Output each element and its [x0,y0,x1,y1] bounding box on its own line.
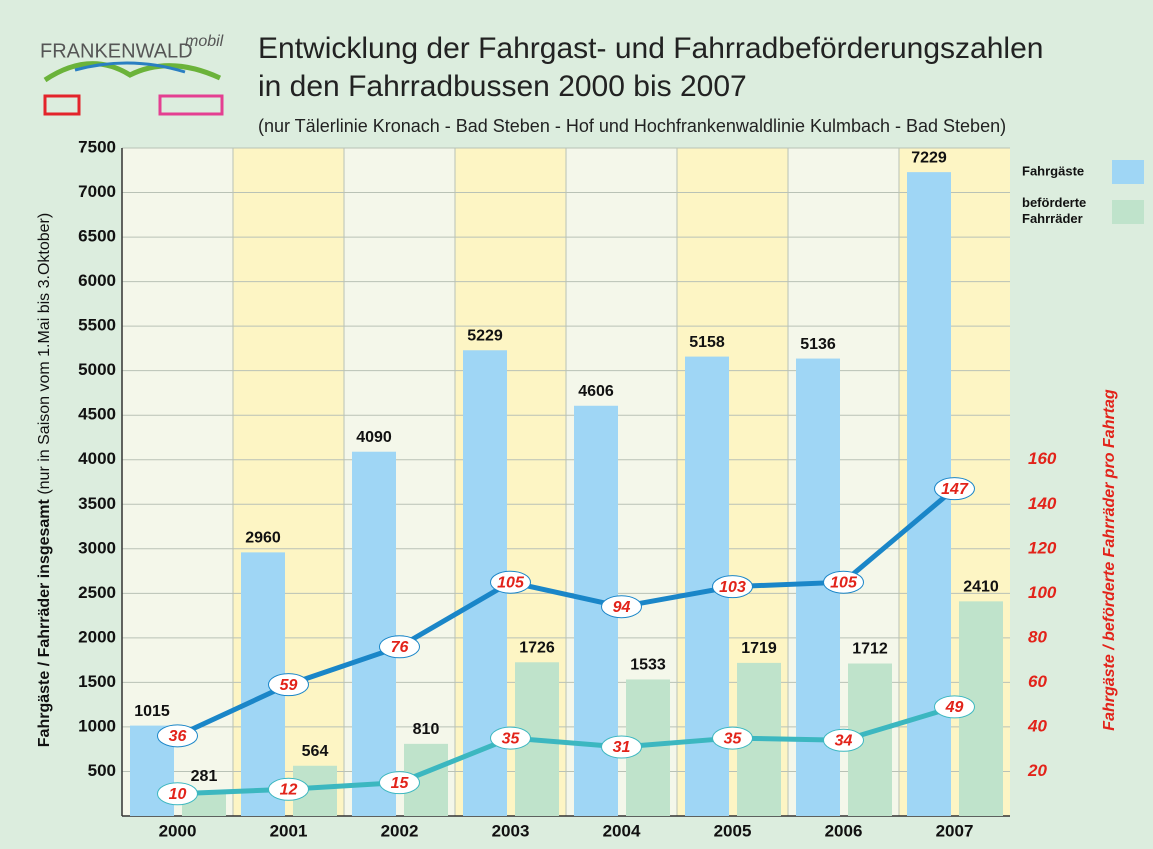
bar-value-label: 2960 [245,530,281,547]
x-tick-label: 2004 [603,821,641,840]
y2-tick-label: 80 [1028,627,1047,646]
y2-tick-label: 160 [1028,449,1057,468]
y2-axis-label: Fahrgäste / beförderte Fahrräder pro Fah… [1101,389,1118,731]
line-value-label: 103 [719,579,746,596]
y-axis-label-main: Fahrgäste / Fahrräder insgesamt [36,498,53,747]
bar-value-label: 1719 [741,640,777,657]
line-value-label: 34 [835,733,853,750]
line-value-label: 31 [613,739,631,756]
line-value-label: 59 [280,677,298,694]
y2-tick-label: 20 [1027,761,1047,780]
line-value-label: 105 [830,574,858,591]
y-tick-label: 500 [88,761,116,780]
chart: FRANKENWALD mobil Entwicklung der Fahrga… [0,0,1153,844]
y-tick-label: 6500 [78,227,116,246]
chart-title: Entwicklung der Fahrgast- und Fahrradbef… [258,32,1043,65]
y2-tick-label: 140 [1028,494,1057,513]
line-value-label: 105 [497,574,525,591]
bar-value-label: 564 [302,743,329,760]
bar [352,452,396,816]
line-value-label: 49 [945,699,964,716]
y-tick-label: 5500 [78,316,116,335]
line-value-label: 36 [169,728,187,745]
y-tick-label: 6000 [78,271,116,290]
line-value-label: 35 [724,730,743,747]
line-value-label: 147 [941,481,969,498]
x-tick-label: 2002 [381,821,419,840]
y2-tick-label: 40 [1027,716,1047,735]
legend-label: Fahrgäste [1022,163,1084,178]
bar-value-label: 1015 [134,703,170,720]
y-tick-label: 1500 [78,672,116,691]
bar-value-label: 810 [413,721,440,738]
bar-value-label: 4606 [578,383,614,400]
y-tick-label: 4500 [78,405,116,424]
bar-value-label: 1533 [630,657,666,674]
y-axis-label: Fahrgäste / Fahrräder insgesamt (nur in … [36,213,53,747]
chart-title: in den Fahrradbussen 2000 bis 2007 [258,70,747,103]
legend-label-line: Fahrräder [1022,211,1083,226]
line-value-label: 12 [280,781,298,798]
x-tick-label: 2000 [159,821,197,840]
x-tick-label: 2007 [936,821,974,840]
y-tick-label: 1000 [78,716,116,735]
legend-label-line: beförderte [1022,195,1086,210]
bar-value-label: 4090 [356,429,392,446]
line-value-label: 76 [391,639,409,656]
y2-tick-label: 100 [1028,583,1057,602]
bar-value-label: 281 [191,768,218,785]
y-tick-label: 2500 [78,583,116,602]
logo-suffix: mobil [185,33,224,50]
logo-name: FRANKENWALD [40,40,193,62]
page: FRANKENWALD mobil Entwicklung der Fahrga… [0,0,1153,844]
y-tick-label: 5000 [78,360,116,379]
y-axis-label-note: (nur in Saison vom 1.Mai bis 3.Oktober) [36,213,53,495]
legend-swatch [1112,160,1144,184]
y2-tick-label: 120 [1028,538,1057,557]
y-tick-label: 3500 [78,494,116,513]
y2-tick-label: 60 [1028,672,1047,691]
y-tick-label: 3000 [78,538,116,557]
x-tick-label: 2005 [714,821,752,840]
line-value-label: 35 [502,730,521,747]
legend-swatch [1112,200,1144,224]
line-value-label: 15 [391,775,410,792]
bar-value-label: 5229 [467,327,503,344]
bar-value-label: 1726 [519,639,555,656]
y-tick-label: 2000 [78,627,116,646]
chart-subtitle: (nur Tälerlinie Kronach - Bad Steben - H… [258,116,1006,136]
bar-value-label: 7229 [911,149,947,166]
x-tick-label: 2001 [270,821,308,840]
y-tick-label: 4000 [78,449,116,468]
line-value-label: 10 [169,786,187,803]
bar-value-label: 1712 [852,641,888,658]
x-tick-label: 2003 [492,821,530,840]
x-tick-label: 2006 [825,821,863,840]
plot: 500 1000 1500 2000 2500 3000 3500 4000 4500 5000 5… [78,137,1144,840]
y-tick-label: 7500 [78,137,116,156]
bar-value-label: 2410 [963,579,999,596]
bar-value-label: 5136 [800,336,836,353]
y-tick-label: 7000 [78,182,116,201]
line-value-label: 94 [613,599,631,616]
bar-value-label: 5158 [689,334,725,351]
